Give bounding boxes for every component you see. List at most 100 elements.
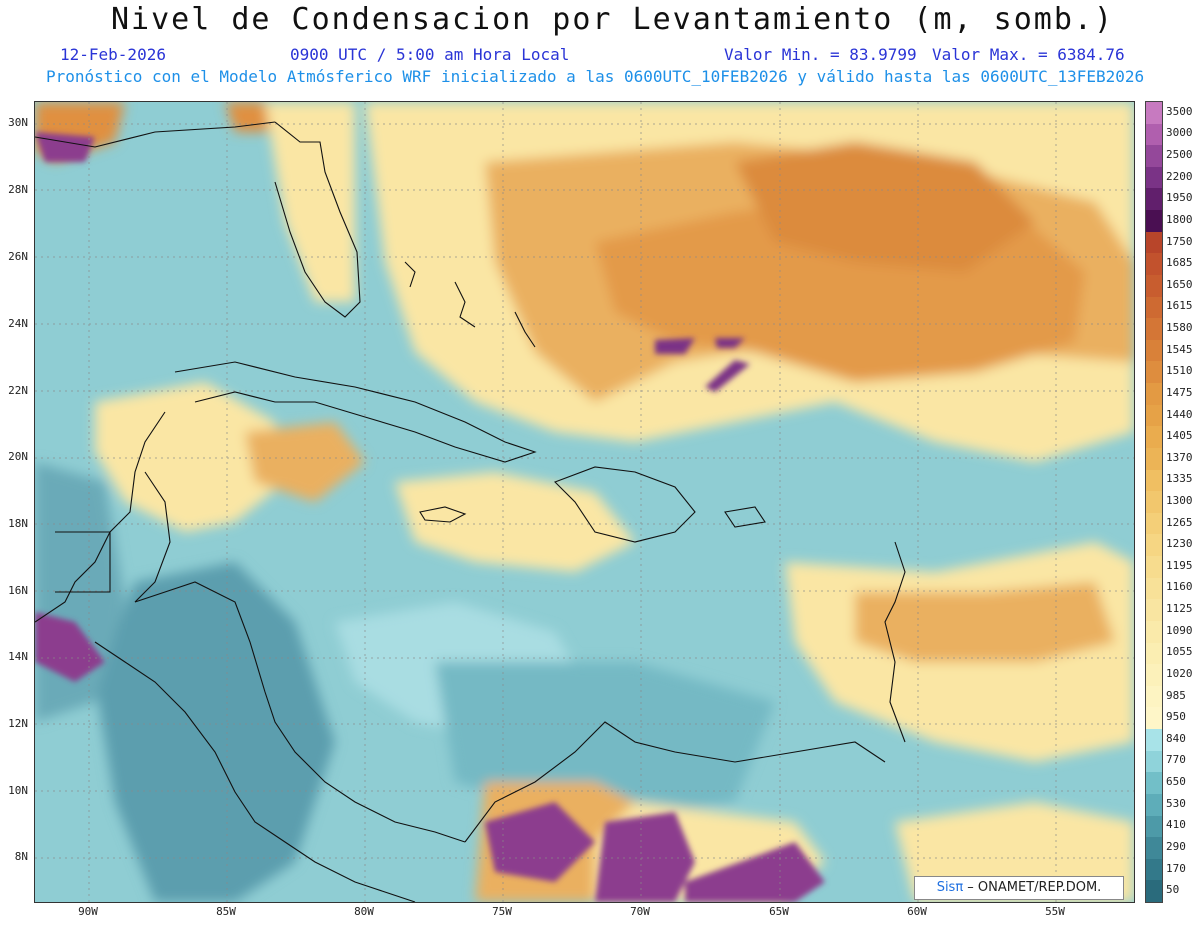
- colorbar-swatch: [1146, 599, 1162, 622]
- credit-text: – ONAMET/REP.DOM.: [963, 880, 1102, 895]
- lat-label: 30N: [8, 116, 28, 129]
- colorbar-label: 1510: [1166, 364, 1193, 378]
- colorbar-label: 1265: [1166, 515, 1193, 529]
- colorbar-label: 1475: [1166, 385, 1193, 399]
- colorbar-label: 950: [1166, 710, 1186, 724]
- colorbar-label: 840: [1166, 731, 1186, 745]
- map-panel: [34, 101, 1135, 903]
- colorbar-label: 985: [1166, 688, 1186, 702]
- min-value-label: Valor Min. = 83.9799: [724, 45, 917, 64]
- sispi-logo-text: Sisπ: [936, 880, 964, 895]
- colorbar-label: 1615: [1166, 299, 1193, 313]
- lon-label: 75W: [492, 905, 512, 918]
- colorbar-swatch: [1146, 729, 1162, 752]
- colorbar-swatch: [1146, 426, 1162, 449]
- colorbar-swatch: [1146, 793, 1162, 816]
- lon-label: 90W: [78, 905, 98, 918]
- colorbar: [1145, 101, 1163, 903]
- colorbar-swatch: [1146, 556, 1162, 579]
- lat-label: 18N: [8, 517, 28, 530]
- colorbar-label: 1230: [1166, 537, 1193, 551]
- colorbar-swatch: [1146, 577, 1162, 600]
- colorbar-swatch: [1146, 858, 1162, 881]
- lon-label: 55W: [1045, 905, 1065, 918]
- colorbar-label: 1335: [1166, 472, 1193, 486]
- colorbar-label: 3500: [1166, 104, 1193, 118]
- colorbar-swatch: [1146, 210, 1162, 233]
- lat-label: 24N: [8, 317, 28, 330]
- colorbar-label: 1545: [1166, 342, 1193, 356]
- colorbar-swatch: [1146, 253, 1162, 276]
- colorbar-swatch: [1146, 469, 1162, 492]
- colorbar-label: 1440: [1166, 407, 1193, 421]
- colorbar-swatch: [1146, 123, 1162, 146]
- colorbar-label: 530: [1166, 796, 1186, 810]
- colorbar-swatch: [1146, 880, 1162, 903]
- colorbar-swatch: [1146, 404, 1162, 427]
- colorbar-label: 1055: [1166, 645, 1193, 659]
- colorbar-swatch: [1146, 383, 1162, 406]
- colorbar-swatch: [1146, 188, 1162, 211]
- colorbar-label: 1125: [1166, 602, 1193, 616]
- colorbar-swatch: [1146, 620, 1162, 644]
- lat-label: 16N: [8, 584, 28, 597]
- colorbar-swatch: [1146, 447, 1162, 471]
- lcl-field-map: [35, 102, 1134, 902]
- map-title: Nivel de Condensacion por Levantamiento …: [110, 2, 1115, 37]
- colorbar-label: 1650: [1166, 277, 1193, 291]
- colorbar-label: 1195: [1166, 558, 1193, 572]
- lat-label: 14N: [8, 650, 28, 663]
- lat-label: 10N: [8, 784, 28, 797]
- lon-label: 85W: [216, 905, 236, 918]
- lon-label: 70W: [630, 905, 650, 918]
- lat-label: 22N: [8, 384, 28, 397]
- colorbar-label: 1090: [1166, 623, 1193, 637]
- colorbar-label: 410: [1166, 818, 1186, 832]
- colorbar-label: 2200: [1166, 169, 1193, 183]
- colorbar-swatch: [1146, 772, 1162, 795]
- colorbar-label: 2500: [1166, 148, 1193, 162]
- colorbar-swatch: [1146, 642, 1162, 665]
- colorbar-swatch: [1146, 685, 1162, 708]
- colorbar-label: 650: [1166, 775, 1186, 789]
- colorbar-swatch: [1146, 815, 1162, 838]
- colorbar-label: 290: [1166, 839, 1186, 853]
- colorbar-swatch: [1146, 145, 1162, 168]
- colorbar-label: 1800: [1166, 212, 1193, 226]
- lon-label: 60W: [907, 905, 927, 918]
- colorbar-label: 1160: [1166, 580, 1193, 594]
- colorbar-swatch: [1146, 274, 1162, 298]
- colorbar-swatch: [1146, 339, 1162, 362]
- lat-label: 26N: [8, 250, 28, 263]
- colorbar-swatch: [1146, 361, 1162, 384]
- date-label: 12-Feb-2026: [60, 45, 166, 64]
- forecast-note: Pronóstico con el Modelo Atmósferico WRF…: [46, 67, 1145, 86]
- lat-label: 12N: [8, 717, 28, 730]
- colorbar-label: 770: [1166, 753, 1186, 767]
- colorbar-label: 1580: [1166, 321, 1193, 335]
- lat-label: 28N: [8, 183, 28, 196]
- colorbar-label: 1750: [1166, 234, 1193, 248]
- colorbar-label: 1950: [1166, 191, 1193, 205]
- colorbar-swatch: [1146, 318, 1162, 341]
- colorbar-swatch: [1146, 102, 1162, 125]
- colorbar-swatch: [1146, 491, 1162, 514]
- lat-label: 8N: [14, 850, 28, 863]
- lon-label: 80W: [354, 905, 374, 918]
- colorbar-swatch: [1146, 837, 1162, 860]
- colorbar-swatch: [1146, 231, 1162, 254]
- colorbar-label: 1020: [1166, 666, 1193, 680]
- colorbar-label: 1300: [1166, 494, 1193, 507]
- colorbar-swatch: [1146, 512, 1162, 535]
- colorbar-label: 3000: [1166, 126, 1193, 140]
- time-label: 0900 UTC / 5:00 am Hora Local: [290, 45, 570, 64]
- colorbar-label: 170: [1166, 861, 1186, 875]
- colorbar-swatch: [1146, 664, 1162, 687]
- max-value-label: Valor Max. = 6384.76: [932, 45, 1125, 64]
- credit-badge: Sisπ – ONAMET/REP.DOM.: [914, 876, 1124, 900]
- colorbar-swatch: [1146, 707, 1162, 730]
- colorbar-label: 50: [1166, 883, 1180, 897]
- lat-label: 20N: [8, 450, 28, 463]
- colorbar-swatch: [1146, 296, 1162, 319]
- colorbar-label: 1405: [1166, 429, 1193, 443]
